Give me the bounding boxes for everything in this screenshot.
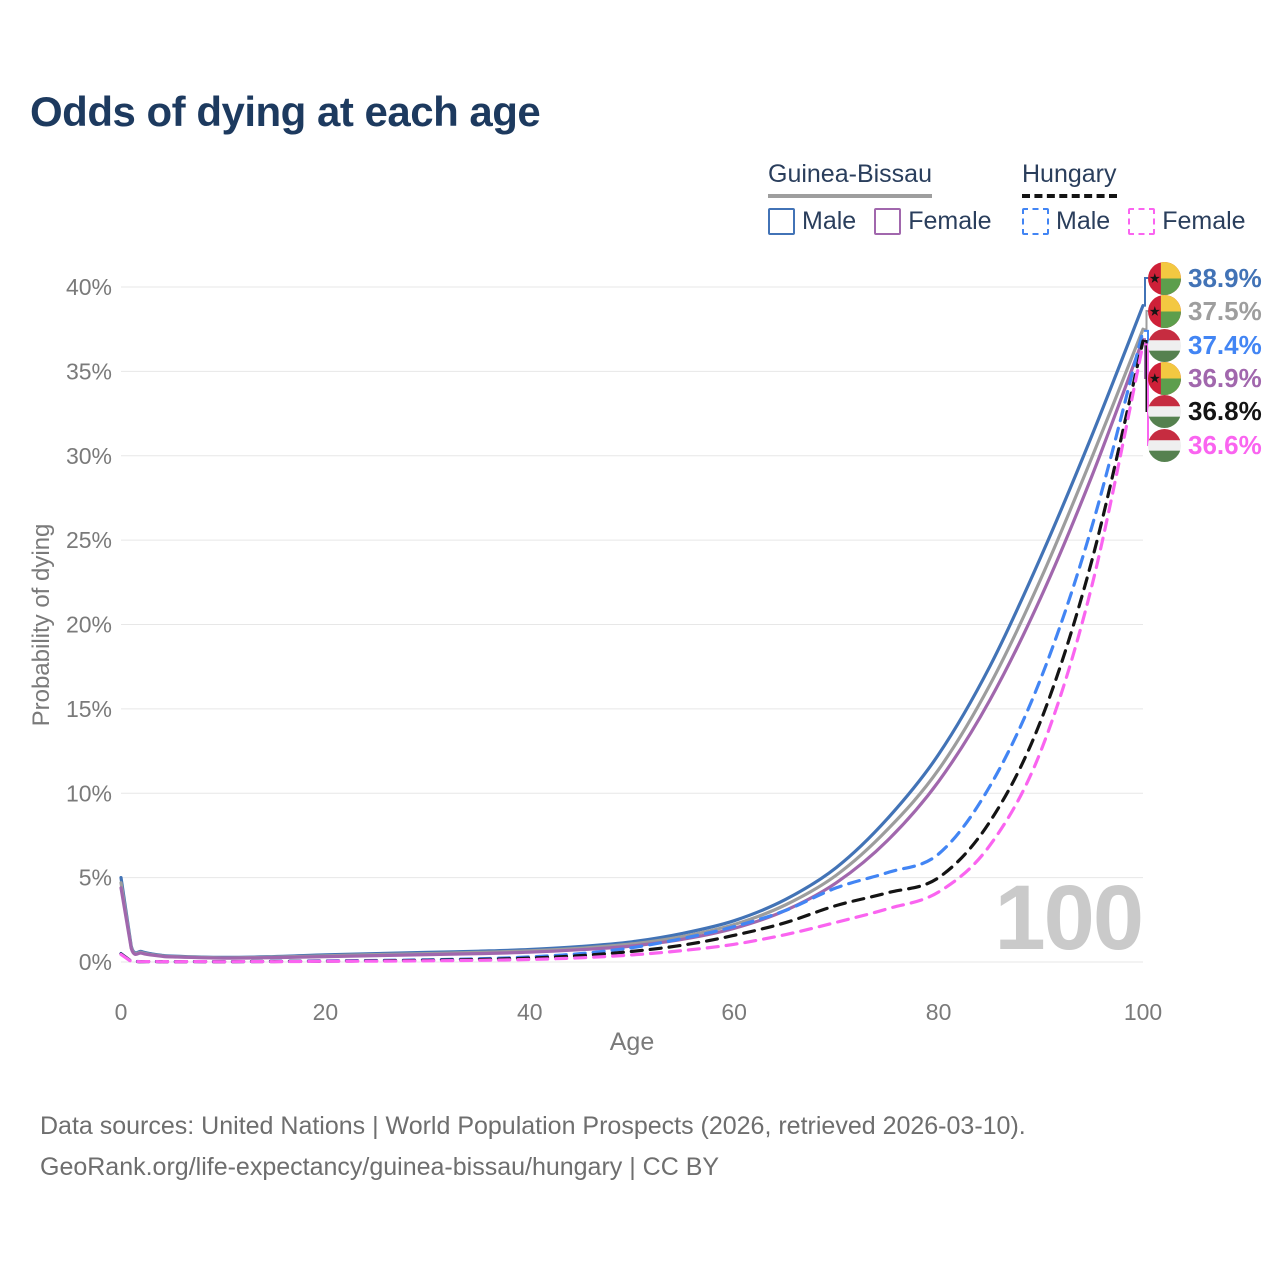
y-tick-label: 30% (66, 443, 112, 469)
series-line-hungary-both-sexes (119, 339, 1145, 964)
legend-item-label: Male (802, 207, 857, 235)
footer: Data sources: United Nations | World Pop… (40, 1106, 1026, 1188)
x-tick-label: 60 (721, 999, 747, 1025)
legend-item-guinea-bissau-male[interactable]: Male (768, 207, 856, 236)
legend-group-hungary: Hungary Male Female (1022, 160, 1264, 236)
hungary-flag-icon (1148, 428, 1181, 462)
footer-source-line: Data sources: United Nations | World Pop… (40, 1112, 1026, 1140)
dashed-male-swatch-icon (1022, 208, 1049, 235)
end-label-value: 38.9% (1188, 262, 1262, 293)
end-label-value: 36.8% (1188, 395, 1262, 426)
legend-group-title-hungary[interactable]: Hungary (1022, 160, 1117, 198)
end-label-connector (1144, 277, 1150, 307)
y-tick-label: 15% (66, 696, 112, 722)
page-title: Odds of dying at each age (30, 88, 541, 135)
end-label-guinea-bissau-male: 38.9% (1148, 261, 1262, 295)
end-label-hungary-both-sexes: 36.8% (1148, 394, 1262, 428)
legend-item-hungary-female[interactable]: Female (1128, 207, 1246, 236)
guinea-bissau-flag-icon (1148, 261, 1181, 295)
y-tick-label: 20% (66, 612, 112, 638)
end-label-value: 36.6% (1188, 429, 1262, 460)
hungary-flag-icon (1148, 328, 1181, 362)
y-tick-label: 5% (79, 865, 112, 891)
y-tick-label: 25% (66, 527, 112, 553)
solid-female-swatch-icon (874, 208, 902, 235)
end-label-guinea-bissau-both-sexes: 37.5% (1148, 294, 1262, 328)
series-line-guinea-bissau-male (119, 304, 1145, 960)
x-tick-label: 20 (313, 999, 339, 1025)
y-tick-label: 10% (66, 780, 112, 806)
end-label-hungary-male: 37.4% (1148, 328, 1262, 362)
guinea-bissau-flag-icon (1148, 294, 1181, 328)
x-tick-label: 100 (1124, 999, 1162, 1025)
dashed-female-swatch-icon (1128, 208, 1156, 235)
x-tick-label: 40 (517, 999, 543, 1025)
legend-group-guinea-bissau: Guinea-Bissau Male Female (768, 160, 1010, 236)
end-label-value: 37.4% (1188, 329, 1262, 360)
series-line-guinea-bissau-female (119, 337, 1145, 960)
x-tick-label: 80 (926, 999, 952, 1025)
end-label-value: 37.5% (1188, 295, 1262, 326)
legend-item-label: Female (908, 207, 992, 235)
x-axis-title: Age (609, 1028, 655, 1056)
end-label-guinea-bissau-female: 36.9% (1148, 361, 1262, 395)
legend-item-guinea-bissau-female[interactable]: Female (874, 207, 992, 236)
y-axis-title: Probability of dying (28, 523, 55, 727)
legend-item-label: Female (1162, 207, 1246, 235)
y-tick-label: 40% (66, 274, 112, 300)
end-label-hungary-female: 36.6% (1148, 428, 1262, 462)
x-tick-label: 0 (115, 999, 128, 1025)
end-label-value: 36.9% (1188, 362, 1262, 393)
legend-group-title-guinea-bissau[interactable]: Guinea-Bissau (768, 160, 932, 198)
footer-url-line: GeoRank.org/life-expectancy/guinea-bissa… (40, 1153, 720, 1181)
series-line-hungary-male (119, 329, 1145, 964)
solid-male-swatch-icon (768, 208, 795, 235)
legend-item-hungary-male[interactable]: Male (1022, 207, 1110, 236)
series-line-guinea-bissau-both-sexes (119, 327, 1145, 960)
hungary-flag-icon (1148, 394, 1181, 428)
legend-row: Male Female (768, 207, 1010, 236)
legend-item-label: Male (1056, 207, 1111, 235)
y-tick-label: 35% (66, 358, 112, 384)
guinea-bissau-flag-icon (1148, 361, 1181, 395)
age-watermark: 100 (994, 867, 1144, 969)
legend-row: Male Female (1022, 207, 1264, 236)
y-tick-label: 0% (79, 949, 112, 975)
series-line-hungary-female (119, 342, 1145, 964)
